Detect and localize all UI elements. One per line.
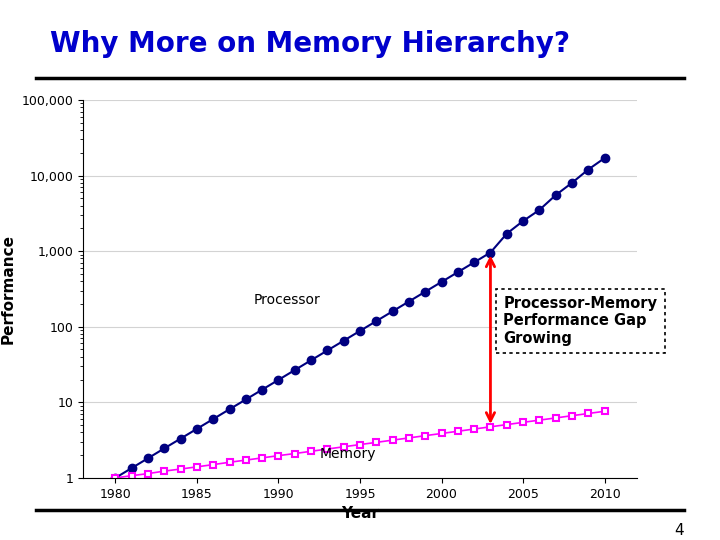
X-axis label: Year: Year [341,506,379,521]
Text: Memory: Memory [319,447,376,461]
Text: 4: 4 [675,523,684,538]
Text: Processor-Memory
Performance Gap
Growing: Processor-Memory Performance Gap Growing [503,296,657,346]
Text: Why More on Memory Hierarchy?: Why More on Memory Hierarchy? [50,30,570,58]
Text: Processor: Processor [254,293,321,307]
Y-axis label: Performance: Performance [1,234,16,344]
